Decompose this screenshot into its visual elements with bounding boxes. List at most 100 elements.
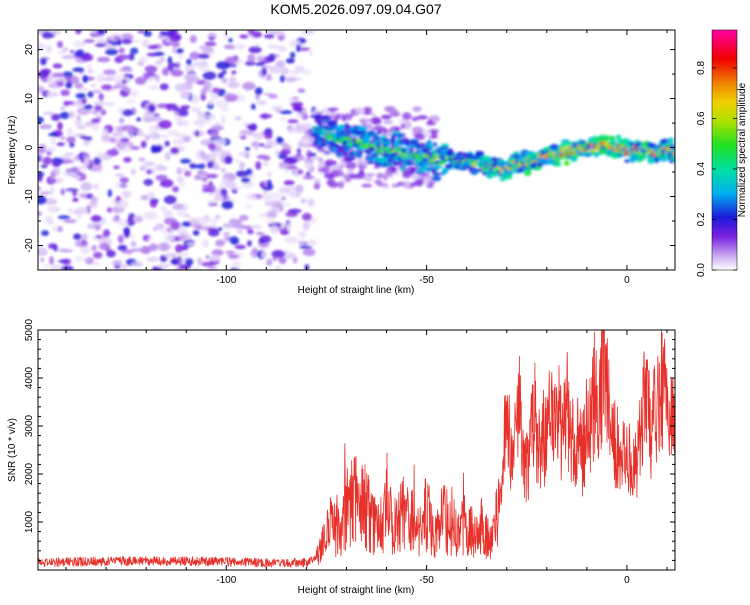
spectrogram-cell — [247, 229, 254, 235]
spectrogram-cell — [196, 171, 210, 176]
spectrogram-cell — [159, 206, 167, 212]
spectrogram-cell — [367, 175, 372, 180]
spectrogram-cell — [326, 112, 339, 116]
spectrogram-cell — [93, 261, 101, 266]
spectrogram-cell — [232, 186, 243, 190]
spectrogram-cell — [112, 216, 121, 223]
spectrogram-cell — [310, 156, 323, 160]
spectrogram-cell — [235, 170, 248, 178]
spectrogram-cell — [206, 199, 218, 204]
spectrogram-cell — [669, 144, 675, 150]
spectrogram-cell — [210, 92, 219, 101]
spectrogram-cell — [265, 211, 278, 219]
spectrogram-cell — [275, 265, 281, 270]
spectrogram-cell — [80, 182, 93, 191]
spectrogram-cell — [194, 130, 200, 137]
spectrogram-cell — [385, 168, 393, 176]
spectrogram-cell — [46, 45, 52, 53]
spectrogram-cell — [87, 91, 94, 98]
spectrogram-cell — [332, 160, 338, 165]
spectrogram-cell — [201, 184, 215, 189]
spectrogram-cell — [113, 165, 120, 170]
spectrogram-cell — [201, 239, 210, 248]
spectrogram-cell — [176, 108, 189, 117]
spectrogram-cell — [206, 173, 219, 179]
spectrogram-cell — [155, 163, 165, 172]
spectrogram-cell — [159, 255, 168, 263]
spectrogram-cell — [138, 56, 149, 63]
spectrogram-cell — [102, 69, 117, 76]
spectrogram-cell — [297, 47, 311, 51]
spectrogram-cell — [279, 74, 286, 83]
spectrogram-cell — [415, 144, 425, 149]
spectrogram-cell — [143, 211, 158, 220]
spectrogram-cell — [269, 225, 279, 234]
colorbar-tick-label: 0.0 — [696, 263, 707, 277]
y-tick-label: 10 — [24, 93, 35, 105]
spectrogram-cell — [189, 163, 197, 169]
spectrogram-cell — [258, 213, 268, 218]
spectrogram-cell — [87, 69, 94, 74]
spectrogram-cell — [269, 65, 283, 74]
spectrogram-cell — [146, 52, 158, 57]
spectrogram-cell — [75, 49, 85, 58]
spectrogram-cell — [101, 77, 114, 81]
spectrogram-cell — [176, 167, 182, 176]
spectrogram-cell — [154, 73, 160, 83]
spectrogram-cell — [432, 142, 438, 147]
spectrogram-cell — [343, 174, 349, 180]
spectrogram-cell — [410, 167, 415, 175]
spectrogram-cell — [324, 159, 336, 167]
spectrogram-cell — [217, 72, 224, 79]
spectrogram-cell — [116, 140, 127, 150]
spectrogram-cell — [223, 44, 236, 50]
spectrogram-cell — [80, 245, 91, 255]
snr-y-label: SNR (10 * v/v) — [7, 418, 18, 482]
spectrogram-cell — [164, 140, 170, 147]
spectrogram-cell — [374, 179, 383, 184]
spectrogram-cell — [84, 121, 94, 127]
spectrogram-cell — [504, 169, 515, 175]
spectrogram-cell — [118, 134, 128, 139]
spectrogram-cell — [192, 229, 200, 236]
spectrogram-cell — [155, 223, 165, 231]
spectrogram-cell — [357, 171, 366, 179]
spectrogram-cell — [302, 248, 316, 257]
spectrogram-cell — [252, 31, 262, 38]
spectrogram-cell — [583, 153, 592, 157]
spectrogram-cell — [185, 75, 200, 84]
spectrogram-cell — [431, 172, 441, 176]
spectrogram-cell — [209, 254, 222, 262]
spectrogram-cell — [120, 249, 135, 253]
spectrogram-cell — [43, 263, 50, 269]
spectrogram-cell — [244, 204, 253, 208]
spectrogram-cell — [50, 113, 61, 121]
spectrogram-cell — [361, 183, 373, 188]
spectrogram-cell — [283, 157, 298, 165]
snr-lines — [38, 330, 675, 568]
spectrogram-cell — [178, 233, 187, 242]
spectrogram-cell — [117, 234, 124, 244]
spectrogram-cell — [382, 173, 388, 181]
spectrogram-cell — [156, 145, 162, 153]
spectrogram-cell — [48, 132, 59, 137]
spectrogram-cell — [234, 43, 245, 50]
y-tick-label: -10 — [24, 189, 35, 204]
spectrogram-cell — [324, 151, 330, 155]
x-tick-label: -50 — [419, 575, 434, 586]
spectrogram-cell — [299, 245, 313, 249]
spectrogram-cell — [324, 140, 333, 146]
spectrogram-cell — [280, 67, 289, 76]
spectrogram-cell — [296, 148, 301, 154]
spectrogram-cell — [90, 83, 97, 88]
spectrogram-cell — [412, 140, 419, 145]
spectrogram-cell — [65, 168, 71, 173]
spectrogram-cell — [430, 130, 438, 139]
spectrogram-cell — [116, 199, 129, 209]
spectrogram-cell — [38, 211, 42, 216]
spectrogram-cell — [267, 179, 272, 188]
spectrogram-cell — [210, 125, 224, 131]
spectrogram-cell — [327, 107, 339, 112]
spectrogram-cell — [74, 256, 86, 262]
